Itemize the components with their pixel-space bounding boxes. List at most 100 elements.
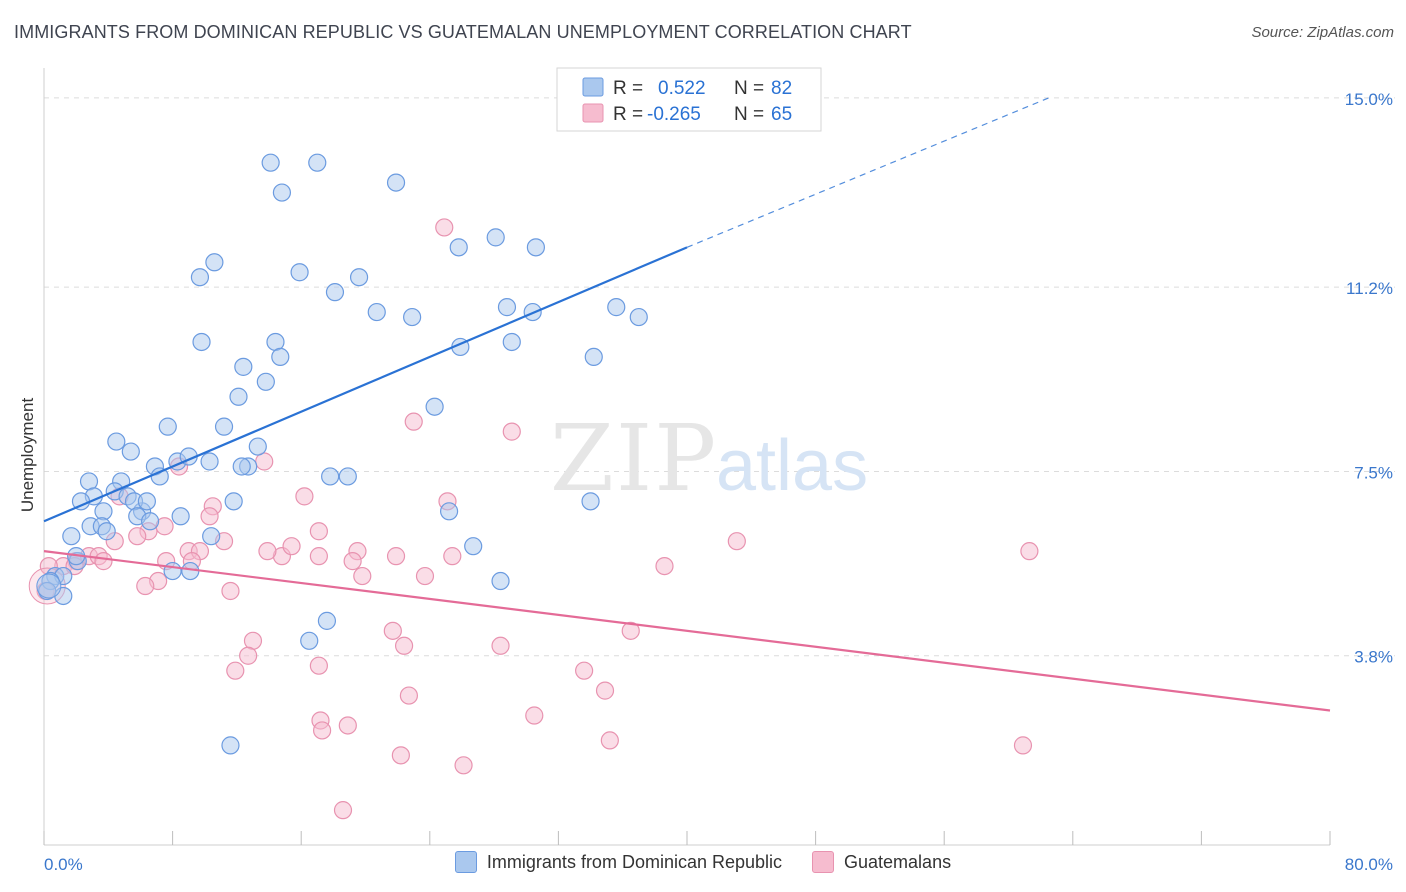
legend-label-dominican: Immigrants from Dominican Republic — [486, 851, 783, 872]
y-tick-label: 11.2% — [1346, 279, 1393, 298]
legend-swatch-pink — [582, 103, 604, 123]
dominican-points — [36, 78, 648, 755]
legend-item-dominican[interactable]: Immigrants from Dominican Republic — [454, 851, 783, 873]
dominican-point — [607, 298, 626, 317]
watermark: ZIP atlas — [550, 405, 868, 512]
guatemalans-point — [383, 621, 402, 640]
guatemalans-point — [309, 547, 328, 566]
dominican-point — [121, 442, 140, 461]
dominican-point — [229, 387, 248, 406]
dominican-point — [271, 347, 290, 367]
dominican-point — [403, 307, 422, 327]
guatemalans-point — [525, 706, 544, 725]
dominican-point — [94, 502, 113, 521]
legend-n-label-2: N = — [734, 104, 764, 125]
guatemalans-point — [655, 556, 674, 576]
guatemalans-point — [391, 746, 410, 765]
guatemalans-point — [295, 487, 314, 506]
dominican-point — [308, 153, 327, 172]
tick-labels: 3.8% 7.5% 11.2% 15.0% 0.0% 80.0% — [44, 90, 1393, 874]
dominican-point — [200, 452, 219, 471]
dominican-point — [502, 332, 521, 352]
dominican-point — [97, 522, 116, 541]
axes — [43, 68, 1331, 846]
guatemalans-point — [435, 218, 454, 237]
x-tick-label: 0.0% — [44, 855, 83, 874]
guatemalans-point — [239, 646, 258, 665]
dominican-point — [192, 332, 211, 352]
guatemalans-point — [353, 566, 372, 586]
dominican-point — [497, 298, 517, 317]
trendlines — [43, 97, 1331, 712]
watermark-zip: ZIP — [550, 405, 718, 512]
guatemalans-point — [575, 661, 594, 680]
dominican-point — [171, 507, 190, 526]
dominican-point — [158, 417, 177, 436]
guatemalans-point — [491, 636, 510, 655]
dominican-point — [163, 561, 182, 581]
legend-item-guatemalans[interactable]: Guatemalans — [812, 851, 951, 873]
guatemalans-point — [338, 716, 357, 735]
guatemalans-point — [454, 756, 473, 775]
dominican-point — [386, 173, 406, 192]
watermark-atlas: atlas — [716, 426, 868, 506]
dominican-point — [338, 467, 357, 486]
guatemalans-point — [128, 527, 147, 546]
legend-swatch-blue — [582, 77, 604, 97]
guatemalans-point — [502, 422, 521, 441]
legend-r-value-1: 0.522 — [658, 78, 706, 99]
guatemalans-point — [399, 686, 419, 705]
dominican-point — [232, 457, 251, 476]
y-tick-label: 15.0% — [1345, 90, 1393, 109]
y-tick-label: 3.8% — [1354, 648, 1393, 667]
dominican-point — [256, 372, 275, 391]
gridlines — [44, 97, 1395, 657]
legend-n-value-2: 65 — [771, 104, 792, 125]
legend-n-label-1: N = — [734, 78, 764, 99]
guatemalans-point — [309, 522, 328, 541]
dominican-point — [486, 228, 505, 247]
dominican-point — [349, 268, 369, 287]
dominican-point — [464, 537, 483, 556]
dominican-point — [526, 238, 545, 257]
dominican-point — [140, 512, 160, 531]
guatemalans-point — [343, 552, 362, 571]
legend-r-label-1: R = — [613, 78, 643, 99]
dominican-point — [205, 253, 224, 272]
guatemalans-point — [1013, 736, 1033, 755]
guatemalans-point — [200, 507, 219, 526]
dominican-point — [581, 492, 600, 511]
guatemalans-point — [404, 412, 423, 431]
source-label: Source: ZipAtlas.com — [1251, 24, 1394, 41]
dominican-trendline — [43, 246, 688, 523]
dominican-cluster-point — [36, 573, 62, 599]
x-tick-label: 80.0% — [1345, 855, 1393, 874]
dominican-point — [261, 153, 280, 172]
dominican-point — [439, 502, 459, 521]
legend-swatch-guatemalans — [812, 851, 835, 873]
guatemalans-point — [621, 621, 640, 640]
legend-box: R = 0.522 N = 82 R = -0.265 N = 65 — [556, 67, 822, 132]
guatemalans-point — [94, 552, 113, 571]
dominican-point — [300, 631, 319, 650]
guatemalans-point — [312, 721, 332, 740]
guatemalans-point — [309, 656, 328, 675]
dominican-point — [325, 283, 345, 302]
dominican-point — [190, 268, 210, 287]
dominican-point — [449, 238, 468, 257]
guatemalans-point — [136, 576, 155, 596]
dominican-point — [248, 437, 267, 456]
guatemalans-point — [333, 801, 353, 820]
guatemalans-point — [386, 547, 406, 566]
dominican-point — [234, 357, 253, 376]
dominican-point — [107, 432, 126, 451]
guatemalans-trendline — [43, 550, 1331, 712]
dominican-point — [367, 302, 386, 322]
dominican-point — [214, 417, 234, 436]
dominican-point — [290, 263, 309, 282]
guatemalans-point — [258, 542, 277, 561]
dominican-point — [137, 492, 156, 511]
dominican-point — [202, 527, 221, 546]
dominican-point — [321, 467, 340, 486]
